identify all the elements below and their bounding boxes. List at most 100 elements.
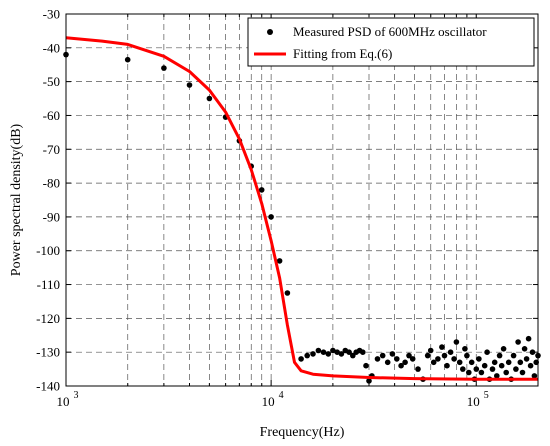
legend-marker-measured	[267, 29, 273, 35]
measured-point	[523, 356, 530, 362]
measured-point	[424, 352, 431, 359]
x-tick-label-exponent: 4	[279, 390, 284, 401]
measured-point	[398, 362, 404, 369]
y-tick-label: -60	[43, 108, 60, 123]
measured-point	[379, 352, 386, 359]
series-layer	[63, 36, 541, 384]
measured-point	[268, 214, 274, 220]
x-tick-label: 10	[57, 394, 70, 409]
measured-point	[462, 346, 468, 352]
measured-point	[510, 352, 517, 359]
measured-point	[519, 369, 526, 376]
measured-point	[415, 366, 421, 372]
measured-point	[503, 369, 510, 376]
measured-point	[453, 339, 460, 345]
measured-point	[451, 356, 457, 362]
legend-label-measured: Measured PSD of 600MHz oscillator	[293, 24, 487, 39]
measured-point	[489, 366, 496, 372]
measured-point	[494, 373, 500, 379]
y-tick-label: -120	[36, 311, 60, 326]
measured-point	[325, 351, 332, 357]
measured-point	[447, 349, 454, 356]
measured-point	[517, 359, 524, 366]
x-tick-label: 10	[262, 394, 275, 409]
measured-point	[441, 352, 448, 359]
plot-frame	[65, 13, 539, 387]
measured-point	[498, 362, 505, 369]
measured-point	[161, 65, 167, 71]
measured-point	[186, 82, 193, 88]
measured-point	[476, 356, 482, 362]
legend-label-fitting: Fitting from Eq.(6)	[293, 46, 392, 61]
measured-point	[444, 362, 450, 369]
x-tick-labels: 10 3 10 4 10 5	[57, 390, 489, 409]
measured-point	[206, 95, 213, 102]
fitting-line	[65, 36, 538, 381]
measured-point	[304, 352, 311, 359]
measured-point	[491, 359, 498, 366]
measured-point	[338, 351, 345, 357]
measured-point	[456, 359, 463, 366]
measured-point	[284, 290, 291, 296]
measured-point	[464, 352, 470, 359]
measured-point	[427, 347, 434, 354]
y-tick-label: -50	[43, 74, 60, 89]
measured-point	[481, 362, 488, 369]
y-tick-label: -70	[43, 142, 60, 157]
measured-point	[430, 359, 437, 366]
measured-point	[124, 56, 131, 63]
measured-point	[389, 351, 396, 357]
legend-box	[247, 17, 535, 67]
grid-lines	[66, 14, 538, 386]
measured-point	[473, 366, 480, 372]
measured-point	[439, 344, 445, 350]
measured-point	[478, 369, 485, 376]
measured-point	[363, 362, 369, 369]
measured-point	[435, 356, 441, 362]
x-axis-label: Frequency(Hz)	[260, 425, 345, 440]
x-tick-label: 10	[467, 394, 480, 409]
measured-point	[276, 258, 283, 264]
measured-point	[466, 369, 472, 376]
measured-point	[496, 352, 503, 359]
measured-point	[330, 347, 336, 354]
measured-point	[513, 366, 519, 372]
y-tick-label: -90	[43, 209, 60, 224]
y-tick-label: -80	[43, 176, 60, 191]
legend: Measured PSD of 600MHz oscillator Fittin…	[247, 17, 535, 67]
measured-point	[334, 349, 341, 356]
measured-point	[484, 349, 490, 356]
measured-point	[320, 349, 327, 356]
measured-point	[525, 335, 532, 342]
plot-background	[66, 14, 538, 386]
y-tick-label: -100	[36, 243, 60, 258]
measured-point	[350, 352, 356, 359]
y-tick-label: -40	[43, 40, 60, 55]
measured-point	[409, 356, 416, 362]
y-tick-label: -140	[36, 379, 60, 394]
measured-point	[366, 378, 372, 384]
measured-point	[374, 356, 381, 362]
measured-point	[406, 352, 412, 359]
measured-point	[258, 187, 265, 193]
measured-point	[500, 346, 507, 352]
y-axis-label: Power spectral density(dB)	[9, 123, 24, 276]
measured-point	[529, 349, 536, 356]
y-tick-label: -30	[43, 7, 60, 22]
y-tick-label: -110	[37, 277, 60, 292]
x-tick-label-exponent: 3	[74, 390, 79, 401]
measured-point	[460, 366, 466, 372]
y-tick-labels: -30 -40 -50 -60 -70 -80 -90 -100 -110 -120 -130 -14…	[36, 7, 60, 394]
measured-point	[402, 359, 408, 366]
y-tick-label: -130	[36, 345, 60, 360]
measured-point	[521, 346, 528, 352]
measured-point	[298, 356, 304, 362]
measured-point	[360, 349, 366, 356]
measured-point	[346, 349, 352, 356]
measured-point	[384, 359, 391, 366]
measured-point	[515, 339, 521, 345]
measured-point	[394, 356, 400, 362]
measured-point	[527, 362, 534, 369]
measured-point	[310, 351, 316, 357]
